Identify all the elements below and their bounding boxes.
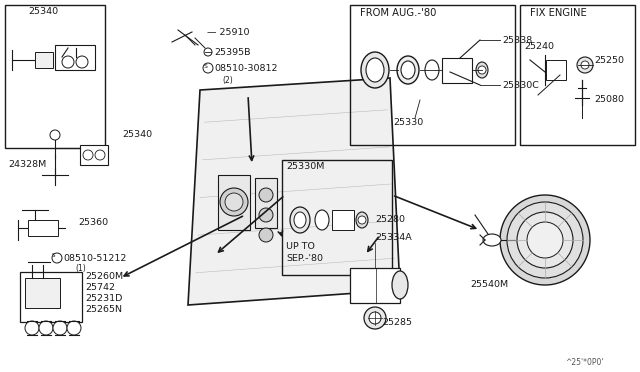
Circle shape <box>62 56 74 68</box>
Text: 25330M: 25330M <box>286 162 324 171</box>
Text: S: S <box>52 253 56 258</box>
Text: 25265N: 25265N <box>85 305 122 314</box>
Circle shape <box>220 188 248 216</box>
Ellipse shape <box>476 62 488 78</box>
Bar <box>28 220 58 236</box>
Circle shape <box>259 228 273 242</box>
Bar <box>218 175 250 230</box>
Circle shape <box>25 321 39 335</box>
Ellipse shape <box>294 212 306 228</box>
Bar <box>80 145 108 165</box>
Text: 25285: 25285 <box>382 318 412 327</box>
Bar <box>442 58 472 83</box>
Bar <box>20 272 82 322</box>
Text: 25334A: 25334A <box>375 233 412 242</box>
Circle shape <box>203 63 213 73</box>
Text: 25340: 25340 <box>122 130 152 139</box>
Text: — 25910: — 25910 <box>207 28 250 37</box>
Text: (1): (1) <box>75 264 86 273</box>
Text: 25395B: 25395B <box>214 48 250 57</box>
Circle shape <box>500 195 590 285</box>
Circle shape <box>53 321 67 335</box>
Ellipse shape <box>401 61 415 79</box>
Circle shape <box>259 208 273 222</box>
Text: 25360: 25360 <box>78 218 108 227</box>
Bar <box>332 210 354 230</box>
Text: 08510-30812: 08510-30812 <box>214 64 278 73</box>
Bar <box>350 268 400 303</box>
Bar <box>255 178 277 228</box>
Circle shape <box>95 150 105 160</box>
Circle shape <box>507 202 583 278</box>
Circle shape <box>581 61 589 69</box>
Ellipse shape <box>369 312 381 324</box>
Text: 25240: 25240 <box>524 42 554 51</box>
Circle shape <box>50 130 60 140</box>
Circle shape <box>52 253 62 263</box>
Text: 08510-51212: 08510-51212 <box>63 254 126 263</box>
Ellipse shape <box>483 234 501 246</box>
Ellipse shape <box>425 60 439 80</box>
Ellipse shape <box>364 307 386 329</box>
Bar <box>546 60 566 80</box>
Ellipse shape <box>397 56 419 84</box>
Bar <box>350 5 515 145</box>
Text: 25330: 25330 <box>393 118 423 127</box>
Text: 24328M: 24328M <box>8 160 46 169</box>
Circle shape <box>39 321 53 335</box>
Text: 25080: 25080 <box>594 95 624 104</box>
Text: 25260M: 25260M <box>85 272 123 281</box>
Circle shape <box>577 57 593 73</box>
Text: SEP.-'80: SEP.-'80 <box>286 254 323 263</box>
Text: 25231D: 25231D <box>85 294 122 303</box>
Circle shape <box>204 48 212 56</box>
Ellipse shape <box>315 210 329 230</box>
Circle shape <box>225 193 243 211</box>
Text: ^25'*0P0': ^25'*0P0' <box>565 358 604 367</box>
Text: 25330C: 25330C <box>502 81 539 90</box>
Circle shape <box>76 56 88 68</box>
Text: 25250: 25250 <box>594 56 624 65</box>
Polygon shape <box>188 78 400 305</box>
Text: UP TO: UP TO <box>286 242 315 251</box>
Bar <box>282 160 392 275</box>
Text: S: S <box>204 64 208 69</box>
Ellipse shape <box>366 58 384 82</box>
Text: FROM AUG.-'80: FROM AUG.-'80 <box>360 8 436 18</box>
Ellipse shape <box>361 52 389 88</box>
Ellipse shape <box>290 207 310 233</box>
Ellipse shape <box>392 271 408 299</box>
Text: FIX ENGINE: FIX ENGINE <box>530 8 587 18</box>
Circle shape <box>358 216 366 224</box>
Text: 25280: 25280 <box>375 215 405 224</box>
Text: (2): (2) <box>222 76 233 85</box>
Bar <box>5 5 105 148</box>
Circle shape <box>517 212 573 268</box>
Bar <box>35 52 53 68</box>
Ellipse shape <box>356 212 368 228</box>
Bar <box>25 278 60 308</box>
Circle shape <box>67 321 81 335</box>
Circle shape <box>478 66 486 74</box>
Circle shape <box>527 222 563 258</box>
Bar <box>55 45 95 70</box>
Text: 25540M: 25540M <box>470 280 508 289</box>
Text: 25742: 25742 <box>85 283 115 292</box>
Bar <box>520 5 635 145</box>
Circle shape <box>259 188 273 202</box>
Circle shape <box>83 150 93 160</box>
Text: 25340: 25340 <box>28 7 58 16</box>
Text: 25338: 25338 <box>502 36 532 45</box>
